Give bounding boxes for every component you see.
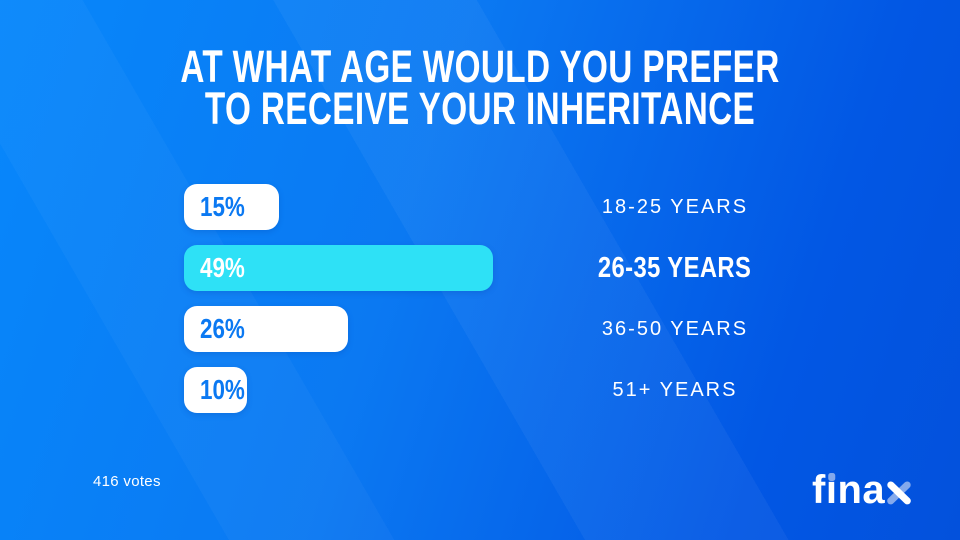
- bar-row: 15%: [184, 184, 493, 230]
- category-row: 18-25 YEARS: [515, 184, 835, 230]
- logo-letters-na: na: [837, 468, 886, 512]
- logo-letter-f: f: [812, 468, 826, 512]
- bars-column: 15% 49% 26% 10%: [184, 184, 493, 413]
- bar-value-label: 10%: [200, 374, 245, 405]
- bar-36-50-years: 26%: [184, 306, 348, 352]
- poll-title-line-1: AT WHAT AGE WOULD YOU PREFER: [180, 41, 780, 92]
- category-row: 51+ YEARS: [515, 367, 835, 413]
- bar-26-35-years: 49%: [184, 245, 493, 291]
- poll-title: AT WHAT AGE WOULD YOU PREFER TO RECEIVE …: [125, 41, 835, 134]
- bar-row: 26%: [184, 306, 493, 352]
- poll-title-line-2: TO RECEIVE YOUR INHERITANCE: [204, 83, 756, 134]
- category-label-36-50: 36-50 YEARS: [601, 317, 749, 340]
- labels-column: 18-25 YEARS 26-35 YEARS 36-50 YEARS 51+ …: [515, 184, 835, 413]
- category-label-26-35: 26-35 YEARS: [598, 251, 752, 284]
- logo-x-glyph: [885, 479, 912, 506]
- logo-letter-i: ı: [826, 470, 838, 510]
- category-label-51-plus: 51+ YEARS: [612, 378, 738, 401]
- bar-51-plus-years: 10%: [184, 367, 247, 413]
- logo-i-dot: [827, 473, 836, 481]
- category-row: 36-50 YEARS: [515, 306, 835, 352]
- votes-count: 416 votes: [93, 473, 161, 490]
- bar-value-label: 26%: [200, 313, 245, 344]
- bar-value-label: 15%: [200, 191, 245, 222]
- bar-row: 10%: [184, 367, 493, 413]
- category-row: 26-35 YEARS: [515, 245, 835, 291]
- bar-row: 49%: [184, 245, 493, 291]
- logo-i-stem: ı: [825, 468, 838, 512]
- bar-18-25-years: 15%: [184, 184, 279, 230]
- category-label-18-25: 18-25 YEARS: [601, 195, 749, 218]
- bar-value-label: 49%: [200, 252, 245, 283]
- finax-logo: fı na: [812, 468, 912, 512]
